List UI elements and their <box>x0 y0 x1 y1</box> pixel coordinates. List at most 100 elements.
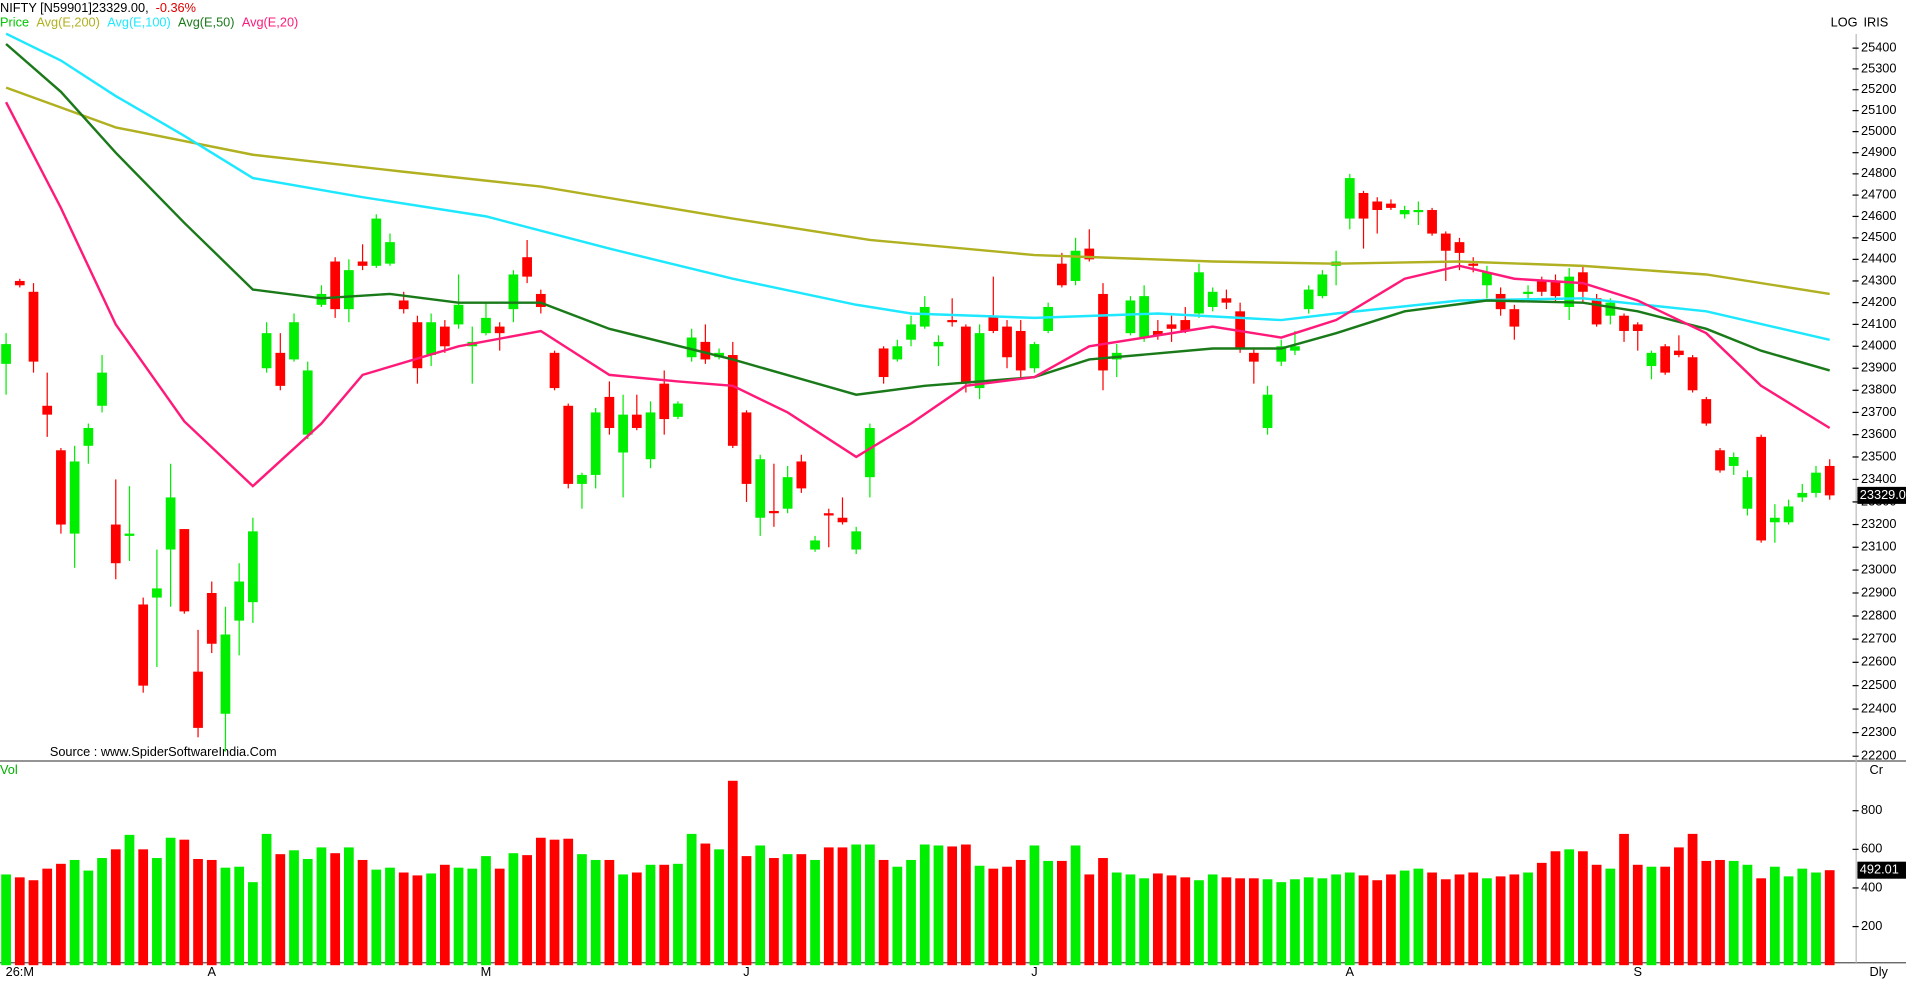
volume-bar <box>1358 875 1369 966</box>
volume-bar <box>535 837 546 966</box>
candle-body <box>14 280 25 286</box>
volume-bar <box>1605 868 1616 966</box>
y-tick-label: 22700 <box>1861 630 1896 645</box>
candle-body <box>1550 280 1561 297</box>
candle-body <box>1194 272 1204 314</box>
candle-body <box>823 513 834 516</box>
candle-body <box>988 315 999 331</box>
candle-body <box>1660 346 1671 373</box>
volume-bar <box>330 853 341 966</box>
x-tick-label: A <box>1346 964 1355 979</box>
volume-bar <box>494 868 505 966</box>
candle-body <box>97 372 107 406</box>
volume-bar <box>234 866 245 966</box>
candle-body <box>1756 436 1767 541</box>
volume-bar <box>1728 860 1739 966</box>
volume-bar <box>1152 873 1163 966</box>
volume-bar <box>1317 878 1328 966</box>
candle-body <box>439 326 450 347</box>
volume-bar <box>919 844 930 966</box>
candle-body <box>851 531 862 550</box>
candle-body <box>1098 293 1108 371</box>
volume-bar <box>316 847 327 966</box>
volume-bar <box>28 880 39 966</box>
y-tick-label: 23500 <box>1861 448 1896 463</box>
volume-bar <box>467 868 478 966</box>
volume-bar <box>1098 858 1108 966</box>
candle-body <box>371 218 382 266</box>
candle-body <box>1015 330 1026 371</box>
candle-body <box>645 412 656 460</box>
y-tick-label: 24100 <box>1861 316 1896 331</box>
volume-bar <box>782 854 793 966</box>
candle-body <box>755 459 766 518</box>
candle-body <box>1742 477 1753 509</box>
volume-bar <box>1550 851 1561 966</box>
volume-bar <box>1235 878 1245 966</box>
volume-bar <box>933 845 944 966</box>
volume-tag-box <box>1857 861 1906 879</box>
candle-body <box>1674 350 1684 356</box>
volume-tick-label: 600 <box>1861 841 1882 856</box>
candle-body <box>1811 472 1821 493</box>
candle-body <box>220 634 231 714</box>
volume-bar <box>1139 878 1149 966</box>
volume-bar <box>1440 879 1451 966</box>
candle-body <box>289 322 299 360</box>
legend-entry: Avg(E,20) <box>242 14 298 29</box>
candle-body <box>1482 272 1492 286</box>
candle-body <box>878 348 889 378</box>
candle-body <box>865 427 875 478</box>
candle-body <box>1619 315 1629 331</box>
candle-body <box>563 405 574 484</box>
candle-body <box>1344 178 1355 219</box>
average-line <box>5 86 1830 296</box>
candle-body <box>152 588 162 598</box>
candle-body <box>56 450 66 525</box>
volume-bar <box>769 858 779 966</box>
candle-body <box>1591 298 1602 325</box>
change-label: -0.36% <box>156 0 196 15</box>
volume-bar <box>1619 833 1629 966</box>
candle-body <box>782 477 793 509</box>
y-tick-label: 22900 <box>1861 584 1896 599</box>
y-tick-label: 24900 <box>1861 144 1896 159</box>
candle-body <box>1770 517 1780 523</box>
volume-bar <box>42 868 53 966</box>
volume-bar <box>69 859 80 966</box>
volume-bar <box>590 859 601 966</box>
candle-body <box>494 326 505 334</box>
y-tick-label: 22200 <box>1861 748 1896 763</box>
y-tick-label: 22500 <box>1861 677 1896 692</box>
candle-body <box>947 320 958 323</box>
candle-body <box>193 671 203 728</box>
y-tick-label: 22600 <box>1861 654 1896 669</box>
scale-mode: LOG <box>1831 14 1858 29</box>
volume-bar <box>1454 874 1465 966</box>
candle-body <box>577 474 587 484</box>
average-line <box>5 32 1830 341</box>
candle-body <box>1564 276 1575 307</box>
volume-bar <box>714 849 724 966</box>
volume-bar <box>1344 872 1355 966</box>
volume-bar <box>193 858 203 966</box>
y-tick-label: 24400 <box>1861 251 1896 266</box>
volume-bar <box>1564 849 1575 966</box>
candle-body <box>1029 344 1040 369</box>
volume-bar <box>1029 845 1040 966</box>
candle-body <box>275 352 286 386</box>
candle-body <box>1276 346 1287 362</box>
average-line <box>4 101 1831 488</box>
legend-entry: Avg(E,100) <box>107 14 171 29</box>
volume-bar <box>1002 866 1012 966</box>
volume-bar <box>344 847 354 966</box>
candle-body <box>261 333 272 369</box>
volume-bar <box>1372 880 1383 966</box>
candle-body <box>248 531 258 603</box>
candle-body <box>1605 302 1616 316</box>
volume-bar <box>947 846 958 966</box>
volume-bar <box>165 837 176 966</box>
volume-bar <box>1536 862 1547 966</box>
candle-body <box>961 326 971 384</box>
candle-body <box>1221 298 1232 303</box>
